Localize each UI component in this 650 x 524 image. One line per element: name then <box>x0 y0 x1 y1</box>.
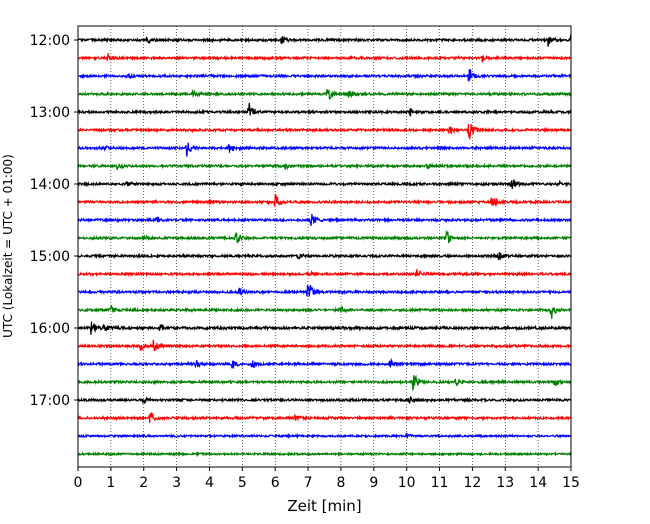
y-tick-label: 16:00 <box>30 321 70 337</box>
x-tick-label: 1 <box>106 475 115 491</box>
trace-1330 <box>77 142 572 157</box>
trace-1545 <box>77 304 572 319</box>
x-tick-label: 6 <box>271 475 280 491</box>
trace-1745 <box>77 450 572 458</box>
trace-layer <box>77 33 572 458</box>
trace-1300 <box>77 102 572 117</box>
trace-1230 <box>77 69 572 82</box>
x-tick-label: 5 <box>238 475 247 491</box>
x-tick-label: 8 <box>336 475 345 491</box>
trace-1730 <box>77 432 572 440</box>
trace-1445 <box>77 229 572 244</box>
y-tick-label: 17:00 <box>30 393 70 409</box>
x-tick-label: 12 <box>463 475 481 491</box>
y-tick-label: 15:00 <box>30 249 70 265</box>
trace-1500 <box>77 252 572 261</box>
trace-1315 <box>77 123 572 140</box>
y-tick-label: 13:00 <box>30 105 70 121</box>
x-tick-label: 2 <box>139 475 148 491</box>
y-tick-label: 12:00 <box>30 33 70 49</box>
x-tick-label: 14 <box>529 475 547 491</box>
trace-1415 <box>77 193 572 208</box>
trace-1245 <box>77 88 572 100</box>
x-tick-label: 15 <box>562 475 580 491</box>
plot-frame <box>77 25 572 468</box>
trace-1630 <box>77 357 572 370</box>
y-ticks: 12:00 13:00 14:00 15:00 16:00 17:00 <box>30 33 78 409</box>
y-tick-label: 14:00 <box>30 177 70 193</box>
y-axis-label: UTC (Lokalzeit = UTC + 01:00) <box>1 154 15 338</box>
trace-1430 <box>77 213 572 227</box>
x-ticks: 0 1 2 3 4 5 6 7 8 9 10 11 12 13 14 15 <box>74 467 580 491</box>
x-tick-label: 10 <box>398 475 416 491</box>
trace-1345 <box>77 162 572 171</box>
trace-1215 <box>77 53 572 63</box>
trace-1400 <box>77 179 572 189</box>
x-tick-label: 13 <box>496 475 514 491</box>
x-tick-label: 4 <box>205 475 214 491</box>
trace-1600 <box>77 321 572 335</box>
x-tick-label: 3 <box>172 475 181 491</box>
trace-1645 <box>77 374 572 392</box>
trace-1200 <box>77 33 572 47</box>
x-tick-label: 7 <box>304 475 313 491</box>
x-tick-label: 0 <box>74 475 83 491</box>
trace-1700 <box>77 396 572 405</box>
trace-1530 <box>77 285 572 297</box>
x-axis-label: Zeit [min] <box>287 497 361 515</box>
x-tick-label: 9 <box>369 475 378 491</box>
trace-1515 <box>77 269 572 278</box>
trace-1615 <box>77 339 572 352</box>
x-tick-label: 11 <box>431 475 449 491</box>
trace-1715 <box>77 412 572 424</box>
